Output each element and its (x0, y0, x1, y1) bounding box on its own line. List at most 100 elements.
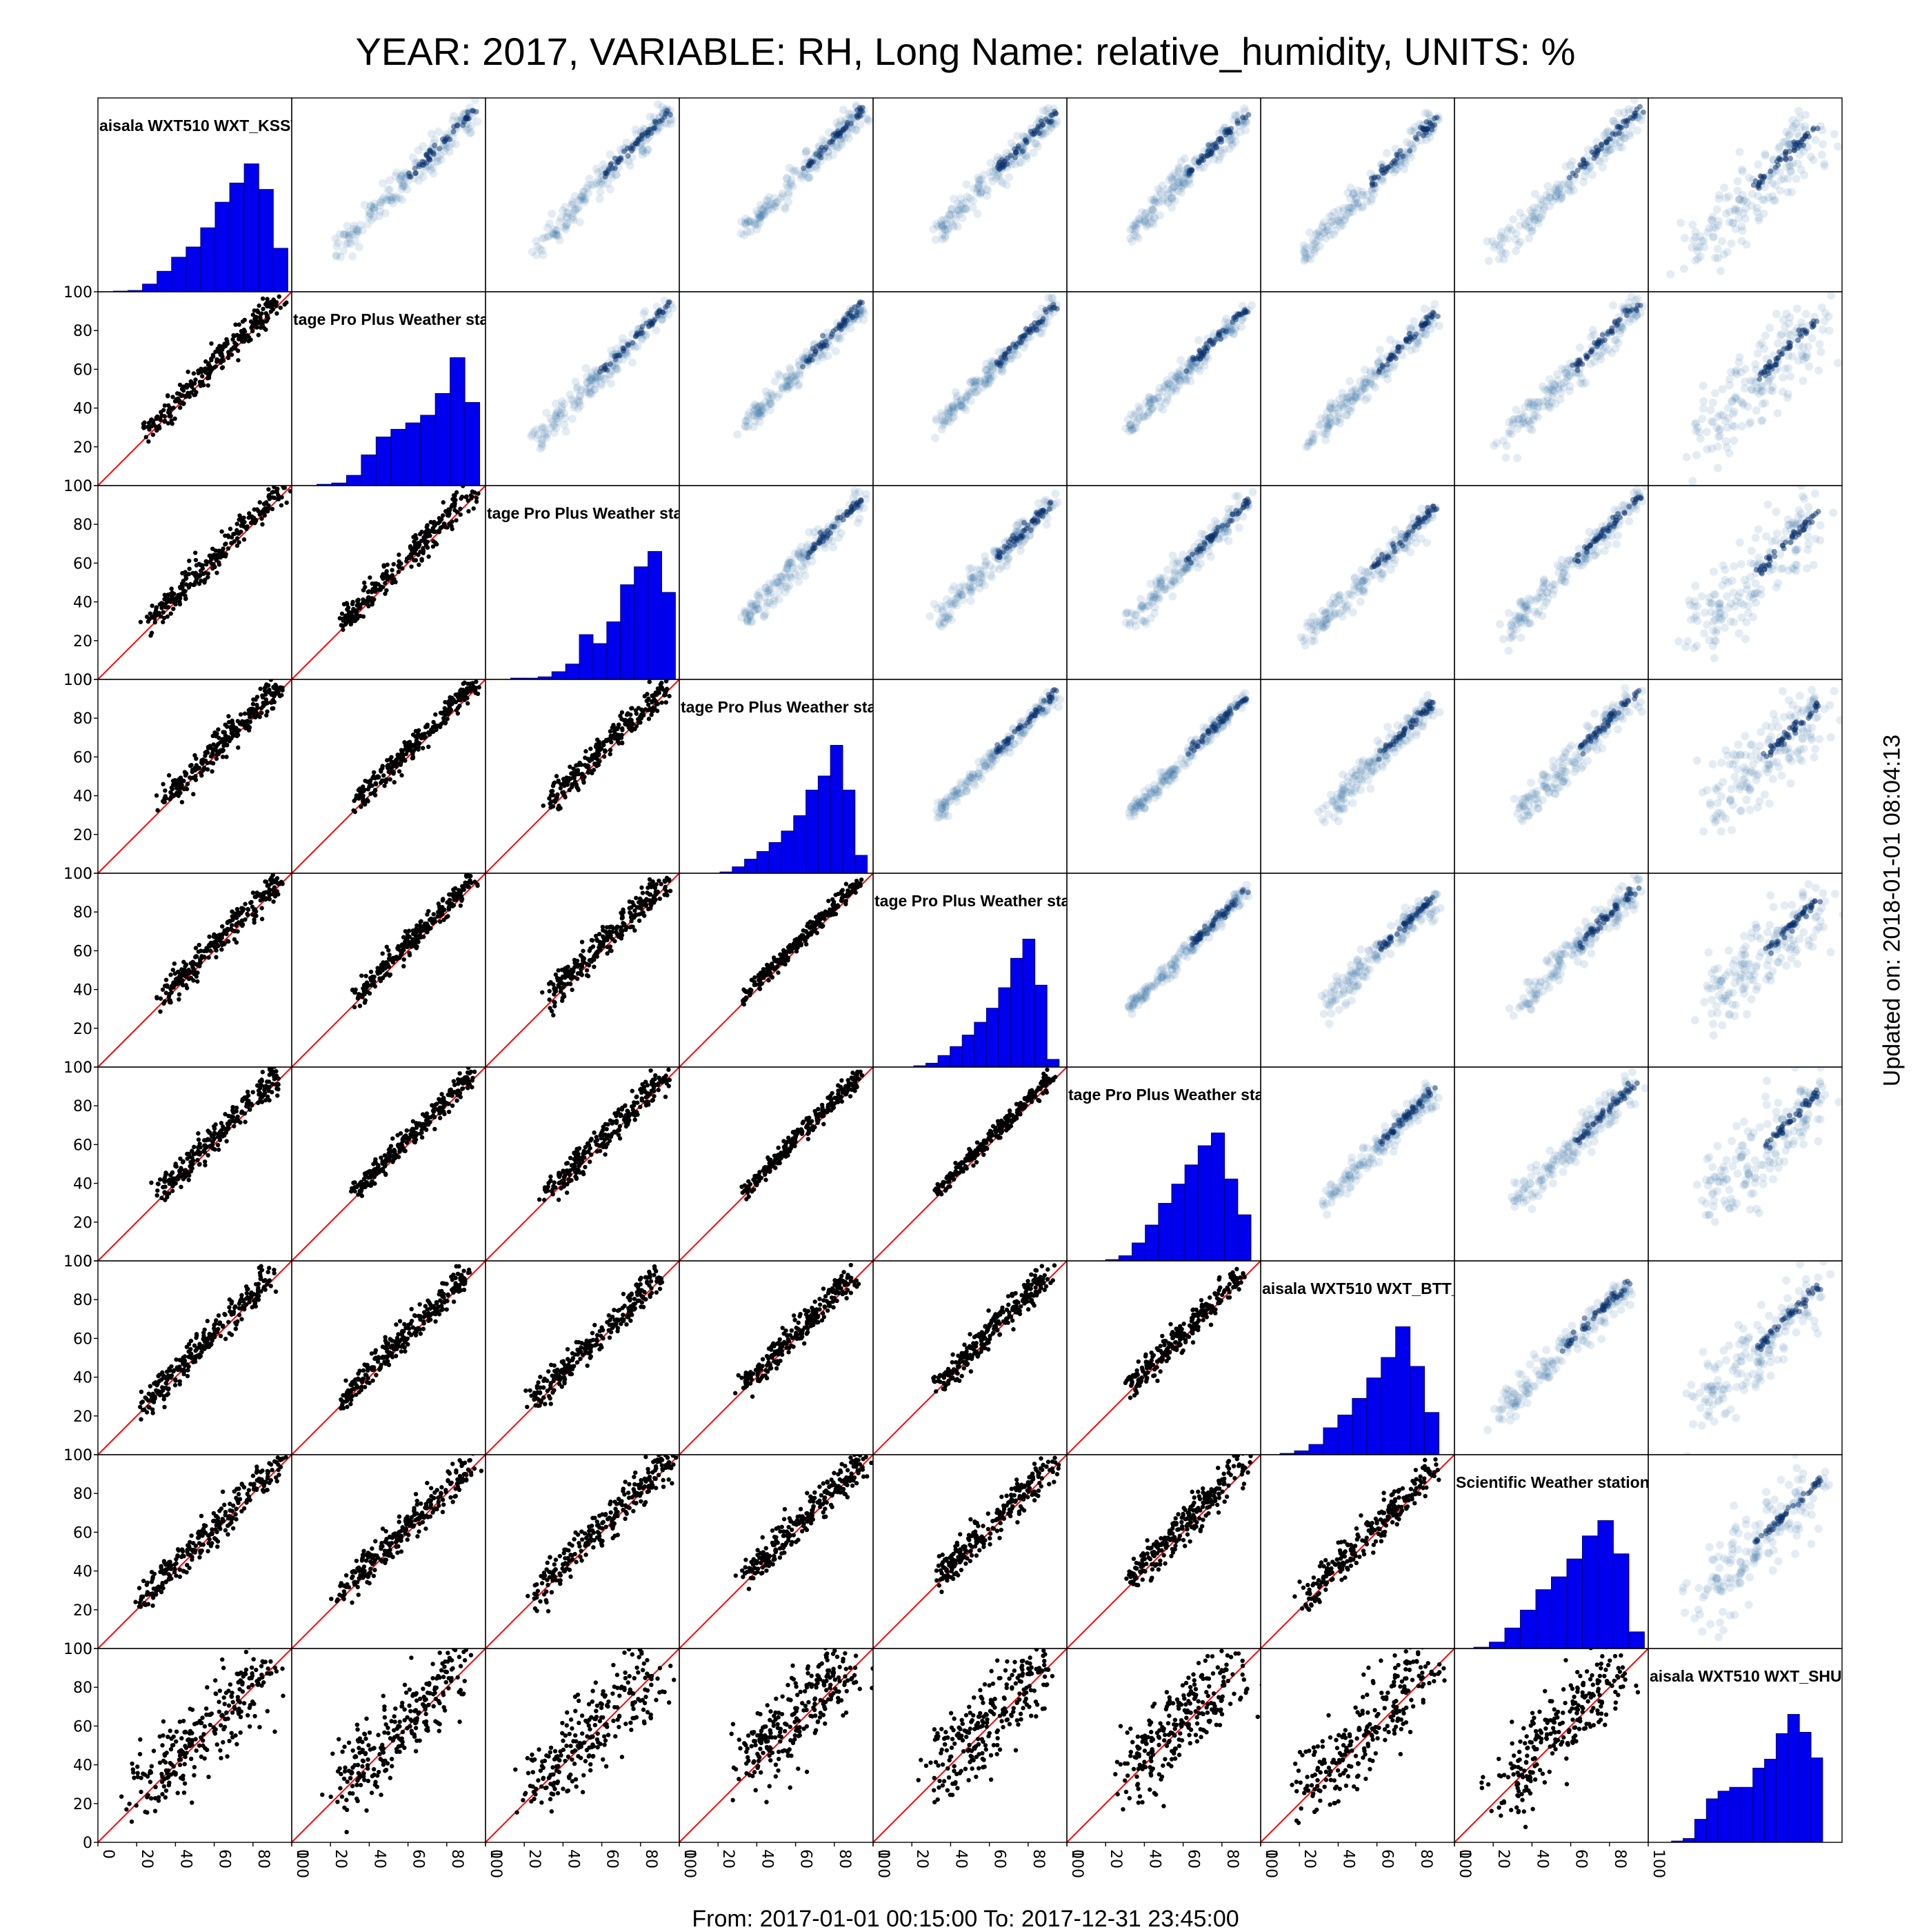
density-point (1794, 159, 1802, 168)
density-point (931, 434, 939, 442)
density-point (962, 180, 970, 188)
histogram-bar (215, 202, 230, 292)
scatter-point (366, 604, 370, 608)
density-point (1732, 366, 1741, 375)
density-core-point (1223, 328, 1229, 334)
scatter-point (366, 590, 370, 594)
density-point (1825, 326, 1833, 335)
density-point (1768, 192, 1777, 200)
density-point (1148, 218, 1156, 226)
density-point (1153, 590, 1161, 599)
density-core-point (997, 554, 1003, 559)
scatter-point (266, 314, 270, 318)
scatter-point (350, 600, 354, 604)
scatter-point (230, 535, 234, 539)
density-point (574, 196, 583, 204)
density-core-point (1049, 119, 1054, 124)
density-point (1173, 368, 1181, 377)
density-core-point (1032, 320, 1037, 326)
histogram-bar (273, 248, 288, 292)
density-point (1761, 332, 1770, 340)
density-point (1172, 172, 1180, 180)
density-point (561, 414, 569, 422)
density-core-point (649, 321, 654, 326)
density-point (1734, 215, 1743, 223)
scatter-point (257, 332, 261, 337)
scatter-point (220, 348, 224, 352)
scatter-point (188, 395, 192, 399)
scatter-point (279, 495, 283, 499)
scatter-point (341, 628, 345, 632)
scatter-point (458, 506, 462, 510)
density-point (562, 428, 570, 436)
density-point (950, 582, 958, 590)
density-point (1152, 199, 1160, 207)
density-point (1361, 396, 1370, 404)
scatter-point (274, 488, 279, 492)
scatter-point (156, 425, 160, 429)
scatter-point (184, 582, 188, 586)
density-point (1793, 129, 1801, 137)
density-point (358, 226, 366, 235)
density-point (1748, 386, 1757, 394)
density-point (1696, 232, 1704, 241)
density-point (427, 166, 435, 175)
density-point (1807, 152, 1815, 161)
density-core-point (1765, 363, 1771, 368)
density-point (1734, 187, 1742, 195)
density-point (1302, 443, 1310, 451)
density-point (829, 151, 837, 159)
density-core-point (1217, 330, 1222, 335)
density-point (1234, 492, 1242, 500)
scatter-point (208, 364, 212, 368)
scatter-point (181, 388, 186, 392)
density-point (1042, 106, 1050, 114)
density-point (1517, 420, 1525, 428)
histogram-bar (361, 455, 376, 486)
scatter-point (214, 548, 218, 552)
scatter-point (148, 611, 152, 615)
density-point (1719, 385, 1727, 393)
density-point (1132, 622, 1140, 630)
density-core-point (1240, 505, 1245, 510)
density-point (558, 403, 566, 411)
density-point (1350, 575, 1359, 583)
density-point (779, 189, 787, 197)
density-point (392, 168, 401, 177)
scatter-point (154, 415, 159, 419)
density-core-point (1183, 368, 1189, 374)
density-point (1323, 226, 1332, 235)
density-point (1714, 195, 1723, 203)
histogram-bar (634, 567, 648, 679)
density-point (761, 593, 769, 601)
density-point (1725, 449, 1734, 457)
density-point (984, 371, 992, 379)
density-point (1545, 375, 1554, 384)
density-point (1737, 237, 1745, 245)
scatter-point (239, 336, 243, 340)
density-point (802, 147, 810, 155)
density-core-point (621, 148, 627, 154)
density-core-point (460, 123, 466, 128)
scatter-point (176, 593, 180, 597)
density-point (744, 217, 752, 225)
density-point (757, 212, 765, 221)
density-point (845, 110, 853, 118)
density-point (1156, 211, 1164, 219)
density-core-point (1794, 140, 1800, 146)
scatter-point (192, 371, 196, 375)
density-point (954, 222, 962, 230)
scatter-point (187, 566, 191, 570)
density-point (1549, 389, 1557, 397)
scatter-point (183, 589, 187, 593)
scatter-point (240, 522, 244, 526)
density-point (1030, 149, 1038, 157)
density-point (387, 197, 395, 205)
density-point (1608, 349, 1616, 357)
density-point (1718, 237, 1726, 246)
density-point (956, 210, 964, 218)
density-point (1590, 357, 1599, 366)
density-point (997, 177, 1005, 185)
density-point (549, 421, 557, 430)
density-point (1741, 384, 1749, 392)
